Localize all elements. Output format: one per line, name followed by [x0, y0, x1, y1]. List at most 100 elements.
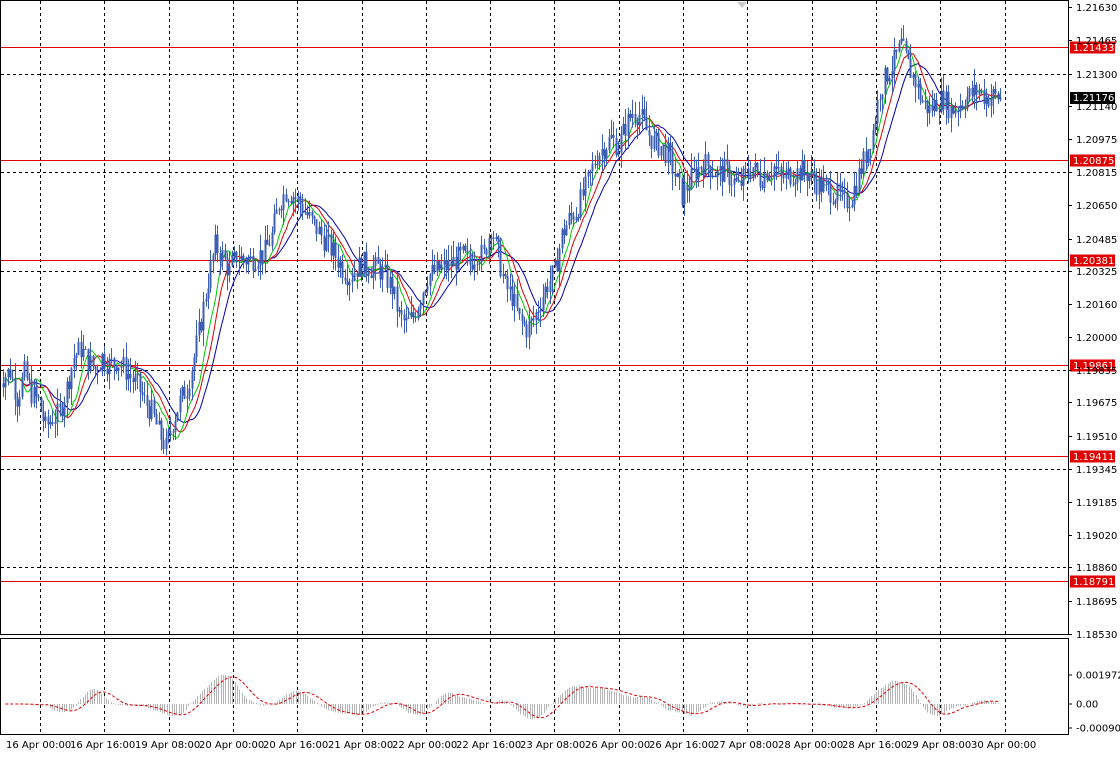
x-tick-label: 29 Apr 08:00	[906, 740, 971, 751]
candle-body	[497, 236, 500, 245]
candle-body	[860, 168, 863, 174]
main-panel-frame	[0, 0, 1069, 635]
candle-body	[235, 251, 238, 262]
candle-body	[544, 286, 547, 298]
candle-body	[68, 381, 71, 390]
candle-body	[579, 189, 582, 218]
candle-body	[348, 282, 351, 286]
y-tick-label: 1.21630	[1076, 3, 1117, 14]
candle-body	[631, 113, 634, 118]
candle-body	[770, 175, 773, 178]
candle-body	[233, 251, 236, 258]
candle-body	[702, 168, 705, 175]
candle-body	[905, 40, 908, 51]
level-label: 1.20381	[1073, 256, 1114, 267]
candle-body	[443, 260, 446, 265]
candle-body	[721, 166, 724, 182]
candle-body	[563, 229, 566, 236]
candle-body	[422, 293, 425, 305]
candle-body	[825, 180, 828, 182]
candle-body	[94, 366, 97, 370]
candle-body	[488, 238, 491, 255]
candle-body	[224, 249, 227, 259]
y-tick-label: 1.19510	[1076, 432, 1117, 443]
candle-body	[865, 151, 868, 164]
candle-body	[971, 87, 974, 96]
candle-body	[886, 67, 889, 82]
candle-body	[452, 256, 455, 267]
candle-body	[483, 244, 486, 250]
candle-body	[379, 263, 382, 280]
candle-body	[542, 297, 545, 311]
candle-body	[455, 256, 458, 270]
candle-body	[945, 91, 948, 110]
candle-body	[80, 341, 83, 358]
candle-body	[469, 252, 472, 265]
candle-body	[143, 394, 146, 396]
level-label: 1.19861	[1073, 361, 1114, 372]
candle-body	[499, 244, 502, 277]
candle-body	[940, 90, 943, 113]
candle-body	[961, 105, 964, 108]
candle-body	[412, 312, 415, 318]
candle-body	[44, 416, 47, 422]
candle-body	[367, 271, 370, 276]
candle-body	[49, 422, 52, 425]
candle-body	[643, 109, 646, 118]
candle-body	[641, 109, 644, 115]
candle-body	[252, 255, 255, 271]
candle-body	[853, 185, 856, 205]
candle-body	[862, 151, 865, 174]
candle-body	[636, 121, 639, 126]
candle-body	[714, 175, 717, 178]
y-tick-label: 1.18530	[1076, 630, 1117, 641]
candle-body	[999, 97, 1002, 100]
candle-body	[370, 275, 373, 278]
candle-body	[214, 234, 217, 256]
candle-body	[617, 152, 620, 156]
candle-body	[40, 397, 43, 412]
candle-body	[191, 370, 194, 389]
candle-body	[356, 273, 359, 277]
candle-body	[231, 257, 234, 266]
indicator-tick-label: -0.000907	[1076, 724, 1120, 735]
candle-body	[391, 276, 394, 295]
level-lines: 1.21433 1.20875 1.20381 1.19861 1.19411 1.187…	[1, 41, 1115, 588]
candle-body	[841, 190, 844, 192]
candle-body	[669, 143, 672, 152]
candle-body	[994, 89, 997, 94]
candle-body	[622, 123, 625, 135]
candle-body	[393, 286, 396, 295]
candle-body	[893, 49, 896, 72]
candle-body	[917, 83, 920, 88]
candle-body	[638, 114, 641, 126]
candle-body	[18, 396, 21, 407]
candle-body	[942, 90, 945, 110]
candle-body	[254, 269, 257, 271]
candle-body	[101, 353, 104, 370]
candle-body	[299, 196, 302, 205]
candle-body	[978, 90, 981, 95]
candle-body	[332, 242, 335, 256]
candle-body	[186, 396, 189, 399]
candle-body	[327, 234, 330, 238]
candle-body	[315, 219, 318, 235]
candle-body	[952, 106, 955, 114]
candle-body	[964, 107, 967, 109]
candle-body	[257, 265, 260, 270]
candle-body	[374, 257, 377, 267]
candle-body	[667, 143, 670, 163]
candle-body	[975, 84, 978, 95]
candle-body	[931, 105, 934, 111]
candle-body	[341, 261, 344, 278]
candle-body	[56, 403, 59, 422]
ma-slow-line	[4, 63, 1001, 423]
candle-body	[832, 202, 835, 204]
candle-body	[311, 211, 314, 217]
candle-body	[301, 204, 304, 214]
chart-shift-marker-icon[interactable]	[737, 2, 747, 8]
candle-body	[657, 132, 660, 156]
candle-body	[146, 395, 149, 407]
x-tick-label: 20 Apr 00:00	[199, 740, 264, 751]
candle-body	[125, 357, 128, 380]
